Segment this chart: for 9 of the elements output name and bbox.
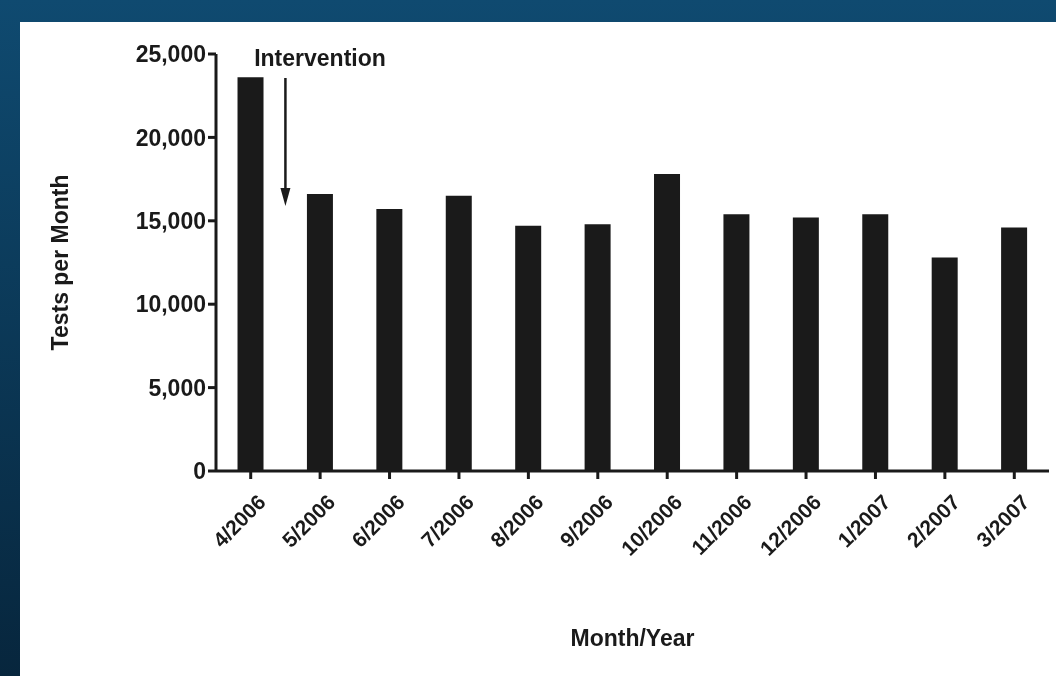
y-axis-title: Tests per Month [47, 174, 74, 351]
annotation: Intervention [254, 45, 386, 71]
y-tick-label: 5,000 [148, 374, 206, 401]
y-tick-label: 25,000 [135, 41, 206, 68]
y-tick-label: 20,000 [135, 124, 206, 151]
y-tick-label: 15,000 [135, 207, 206, 234]
x-axis-title: Month/Year [570, 625, 695, 651]
y-tick-label: 0 [193, 458, 206, 485]
y-tick-label: 10,000 [135, 291, 206, 318]
